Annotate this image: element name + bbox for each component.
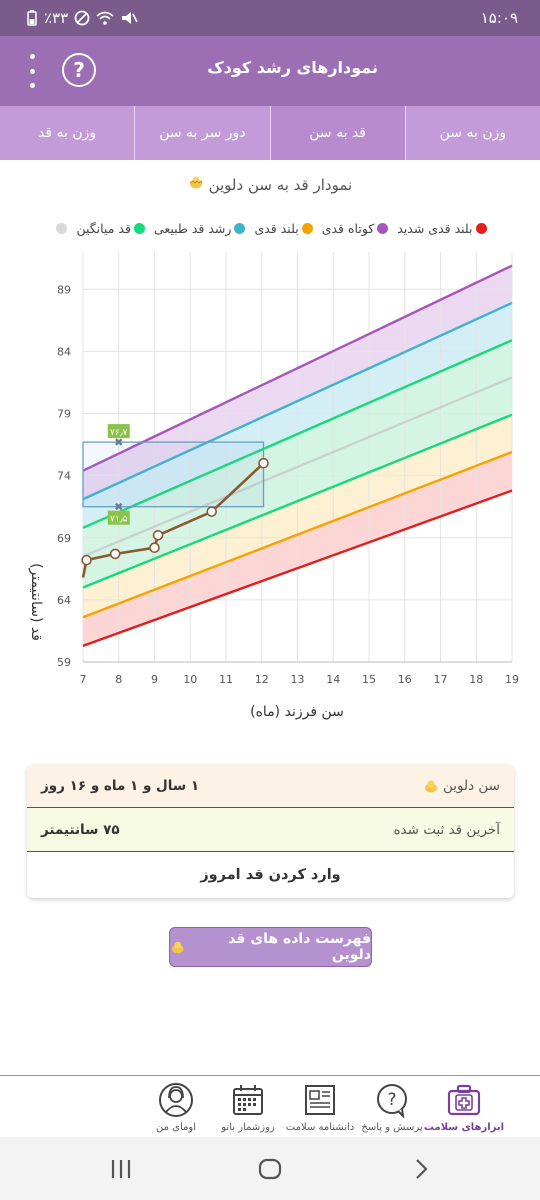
x-tick-label: 8 [115,673,122,686]
range-value-label: ۷۶٫۷ [110,428,128,438]
list-button-label: فهرست داده های قد دلوین [228,931,371,963]
chart-legend: بلند قدی شدید کوتاه قدی بلند قدی رشد قد … [0,216,540,240]
chart-title: نمودار قد به سن دلوین [0,174,540,194]
reference-curve-blue [82,301,513,501]
do-not-disturb-icon [74,10,90,26]
x-tick-label: 7 [80,673,87,686]
reference-curve-red [82,489,513,647]
nav-my-profile[interactable]: اومای من [140,1076,212,1137]
height-data-list-button[interactable]: فهرست داده های قد دلوین [169,927,372,967]
y-tick-label: 59 [57,656,71,669]
medical-kit-icon [447,1084,481,1116]
woman-avatar-icon [159,1083,193,1117]
range-value-label: ۷۱٫۵ [110,515,128,525]
age-row: سن دلوین ۱ سال و ۱ ماه و ۱۶ روز [27,764,514,808]
age-label: سن دلوین [442,777,500,794]
y-tick-label: 79 [57,408,71,421]
nav-encyclopedia[interactable]: دانشنامه سلامت [284,1076,356,1137]
calendar-icon [233,1085,263,1115]
app-bar: ? نمودارهای رشد کودک [0,36,540,106]
height-summary-card: سن دلوین ۱ سال و ۱ ماه و ۱۶ روز آخرین قد… [27,764,514,898]
legend-item [53,216,68,240]
tab-height-age[interactable]: قد به سن [269,106,405,160]
child-height-point [258,457,269,469]
y-tick-label: 64 [57,594,71,607]
x-tick-label: 14 [326,673,340,686]
chick-icon [171,941,184,954]
x-axis-label: سن فرزند (ماه) [250,704,344,720]
question-bubble-icon: ? [377,1084,407,1118]
recent-apps-icon[interactable] [108,1157,134,1181]
reference-curve-gray [82,376,513,558]
child-height-point [152,529,164,541]
tab-head-age[interactable]: دور سر به سن [134,106,269,160]
range-value-badge [107,510,130,525]
height-age-chart[interactable]: ✖۷۶٫۷✖۷۱٫۵ 7 8 9 10 11 12 13 14 15 16 17 18 19596469… [0,244,540,734]
chart-tabs: وزن به سن قد به سن دور سر به سن وزن به ق… [0,106,540,160]
x-tick-label: 15 [362,673,376,686]
reference-curve-purple [82,264,513,472]
y-tick-label: 69 [57,532,71,545]
nav-health-tools[interactable]: ابزارهای سلامت [424,1076,504,1137]
clock: ۱۵:۰۹ [480,9,518,27]
page-title: نمودارهای رشد کودک [207,58,378,77]
child-height-point [206,506,217,517]
x-tick-label: 11 [219,673,233,686]
tab-weight-height[interactable]: وزن به قد [38,125,97,141]
enter-today-height-button[interactable]: وارد کردن قد امروز [200,867,341,883]
x-tick-label: 18 [469,673,483,686]
legend-item: رشد قد طبیعی [154,216,246,240]
y-tick-label: 74 [57,470,71,483]
kebab-menu-icon[interactable] [22,54,42,88]
svg-text:?: ? [387,1090,396,1110]
chart-title-text: نمودار قد به سن دلوین [208,176,353,194]
y-axis-label: قد (سانتیمتر) [28,563,44,641]
highlight-range-box [82,441,265,508]
child-height-point [81,554,92,566]
battery-text: ٪۳۳ [44,9,69,27]
reference-curve-green-upper [82,339,513,529]
chick-icon [424,780,437,792]
status-icons: ٪۳۳ [26,9,138,27]
help-icon[interactable]: ? [62,53,96,87]
bottom-navigation: ابزارهای سلامت ? پرسش و پاسخ دانشنامه سل… [0,1075,540,1137]
x-tick-label: 9 [151,673,158,686]
y-tick-label: 89 [57,283,71,296]
x-tick-label: 19 [505,673,519,686]
home-icon[interactable] [257,1157,283,1181]
nav-questions[interactable]: ? پرسش و پاسخ [356,1076,428,1137]
legend-item: بلند قدی [254,216,313,240]
x-tick-label: 16 [398,673,412,686]
child-height-point [109,548,121,560]
mute-icon [122,12,138,24]
legend-item: کوتاه قدی [322,216,389,240]
newspaper-icon [305,1085,335,1115]
legend-item: بلند قدی شدید [397,216,487,240]
last-height-row: آخرین قد ثبت شده ۷۵ سانتیمتر [27,808,514,852]
child-height-point [149,542,160,553]
range-marker: ✖ [114,436,123,449]
back-chevron-icon[interactable] [408,1157,434,1181]
range-value-badge [107,424,130,439]
system-navigation-bar [0,1137,540,1200]
status-bar: ٪۳۳ ۱۵:۰۹ [0,0,540,36]
last-height-value: ۷۵ سانتیمتر [41,821,120,838]
range-marker: ✖ [114,501,123,514]
x-tick-label: 17 [434,673,448,686]
reference-curve-green [82,413,513,589]
x-tick-label: 12 [255,673,269,686]
x-tick-label: 10 [183,673,197,686]
battery-icon [27,10,37,26]
chick-icon [189,176,203,189]
reference-curve-orange [82,450,513,619]
legend-item: قد میانگین [76,216,145,240]
nav-calendar[interactable]: روزشمار بانو [212,1076,284,1137]
x-tick-label: 13 [291,673,305,686]
age-value: ۱ سال و ۱ ماه و ۱۶ روز [41,777,200,794]
tab-weight-age[interactable]: وزن به سن [404,106,540,160]
last-height-label: آخرین قد ثبت شده [393,821,500,838]
wifi-icon [96,11,114,25]
y-tick-label: 84 [57,345,71,358]
